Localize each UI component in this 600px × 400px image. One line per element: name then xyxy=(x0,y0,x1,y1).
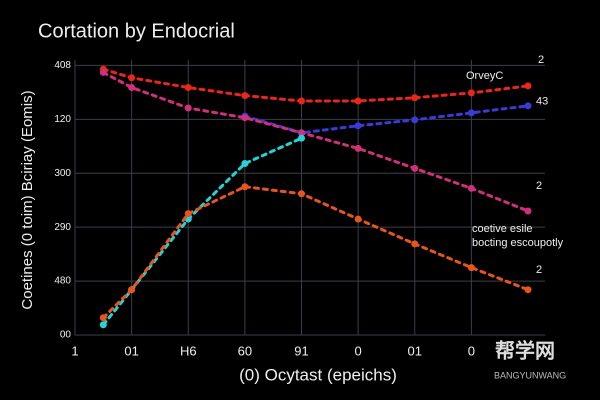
y-tick-label: 00 xyxy=(60,330,72,341)
data-point xyxy=(354,97,362,105)
data-point xyxy=(184,210,192,218)
x-tick-label: H6 xyxy=(180,343,197,358)
data-point xyxy=(99,68,107,76)
x-tick-label: 1 xyxy=(71,343,78,358)
x-tick-label: 0 xyxy=(468,343,475,358)
series-line xyxy=(101,136,304,327)
data-point xyxy=(524,207,532,215)
x-tick-label: 01 xyxy=(124,343,138,358)
data-point xyxy=(354,144,362,152)
legend-label: OrveyC xyxy=(466,70,503,82)
series-line xyxy=(101,67,530,103)
data-point xyxy=(411,116,419,124)
y-tick-label: 480 xyxy=(54,276,71,287)
y-axis-label: Coetines (0 toim) Bciriay (Eomis) xyxy=(19,90,36,309)
data-point xyxy=(467,89,475,97)
legend-label: 2 xyxy=(536,264,542,276)
data-point xyxy=(128,286,136,294)
data-point xyxy=(241,160,249,168)
x-tick-label: 01 xyxy=(408,343,422,358)
data-point xyxy=(99,314,107,322)
y-tick-label: 290 xyxy=(54,222,71,233)
data-point xyxy=(184,104,192,112)
data-point xyxy=(524,286,532,294)
annotation: 2 xyxy=(536,180,542,192)
x-axis-label: (0) Ocytast (epeichs) xyxy=(239,365,397,384)
data-point xyxy=(411,94,419,102)
y-tick-label: 408 xyxy=(54,60,71,71)
data-point xyxy=(99,321,107,329)
data-point xyxy=(467,109,475,117)
data-point xyxy=(354,122,362,130)
x-tick-label: 60 xyxy=(238,343,252,358)
x-tick-label: 91 xyxy=(294,343,308,358)
data-point xyxy=(411,240,419,248)
chart-title: Cortation by Endocrial xyxy=(38,20,235,42)
data-point xyxy=(467,264,475,272)
data-point xyxy=(524,102,532,110)
data-point xyxy=(241,183,249,191)
data-point xyxy=(411,164,419,172)
data-point xyxy=(128,84,136,91)
data-point xyxy=(524,82,532,90)
watermark: BANGYUNWANG xyxy=(494,370,566,380)
data-point xyxy=(298,129,306,137)
data-point xyxy=(241,114,249,122)
legend-label: 43 xyxy=(536,96,548,108)
watermark: 帮学网 xyxy=(495,338,555,362)
annotation: 2 xyxy=(538,54,544,66)
data-point xyxy=(354,215,362,223)
legend-label: coetive esile xyxy=(472,223,533,235)
data-point xyxy=(298,190,306,198)
data-point xyxy=(128,74,136,82)
data-point xyxy=(241,92,249,100)
x-tick-label: 0 xyxy=(355,343,362,358)
y-tick-label: 120 xyxy=(54,114,71,125)
legend-label: bocting escoupotly xyxy=(472,237,564,249)
series-line xyxy=(101,185,530,320)
data-point xyxy=(467,184,475,192)
data-point xyxy=(298,134,306,142)
data-point xyxy=(298,97,306,105)
data-point xyxy=(184,84,192,91)
y-tick-label: 300 xyxy=(54,168,71,179)
